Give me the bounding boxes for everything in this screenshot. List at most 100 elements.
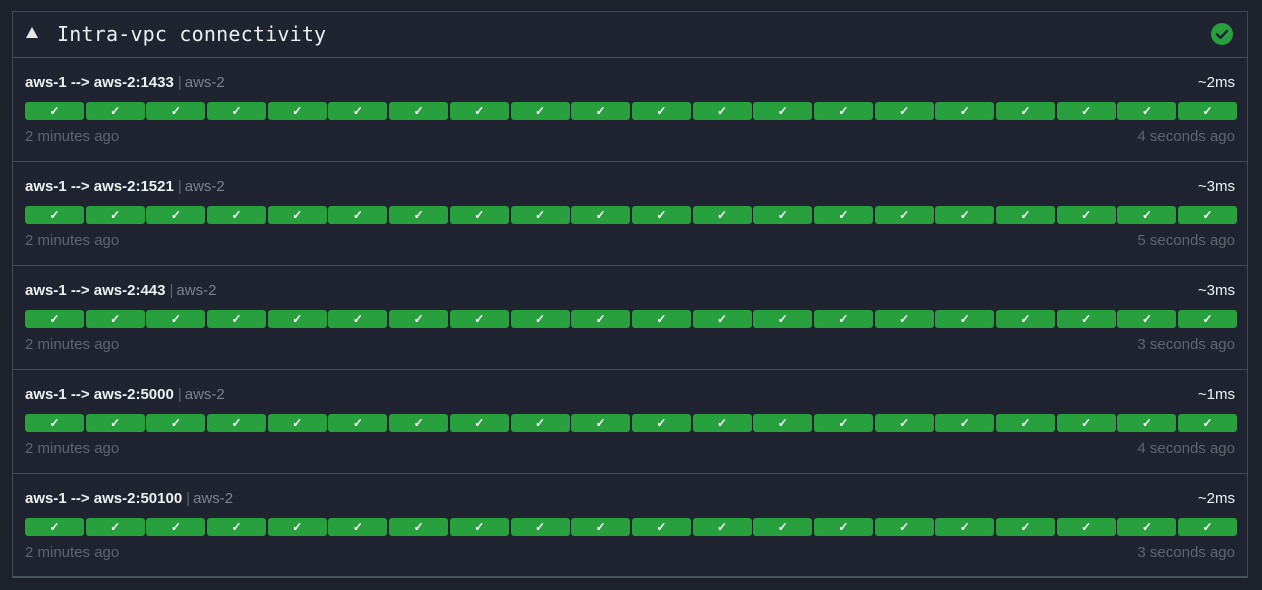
result-bar-success[interactable]: ✓ (1178, 102, 1238, 120)
result-bar-success[interactable]: ✓ (874, 206, 934, 224)
result-bar-success[interactable]: ✓ (510, 102, 570, 120)
result-bar-success[interactable]: ✓ (631, 206, 691, 224)
result-bar-success[interactable]: ✓ (449, 310, 509, 328)
result-bar-success[interactable]: ✓ (753, 102, 813, 120)
result-bar-success[interactable]: ✓ (449, 518, 509, 536)
result-bar-success[interactable]: ✓ (146, 310, 206, 328)
result-bar-success[interactable]: ✓ (571, 414, 631, 432)
result-bar-success[interactable]: ✓ (1178, 206, 1238, 224)
result-bar-success[interactable]: ✓ (753, 310, 813, 328)
result-bar-success[interactable]: ✓ (996, 310, 1056, 328)
result-bar-success[interactable]: ✓ (874, 518, 934, 536)
result-bar-success[interactable]: ✓ (146, 518, 206, 536)
result-bar-success[interactable]: ✓ (85, 310, 145, 328)
result-bar-success[interactable]: ✓ (389, 206, 449, 224)
result-bar-success[interactable]: ✓ (813, 414, 873, 432)
result-bar-success[interactable]: ✓ (1056, 310, 1116, 328)
result-bar-success[interactable]: ✓ (935, 206, 995, 224)
result-bar-success[interactable]: ✓ (1178, 414, 1238, 432)
endpoint-title[interactable]: aws-1 --> aws-2:5000 | aws-2 (25, 386, 225, 403)
result-bar-success[interactable]: ✓ (571, 310, 631, 328)
result-bar-success[interactable]: ✓ (146, 206, 206, 224)
result-bar-success[interactable]: ✓ (935, 414, 995, 432)
result-bar-success[interactable]: ✓ (996, 206, 1056, 224)
result-bar-success[interactable]: ✓ (25, 102, 85, 120)
result-bar-success[interactable]: ✓ (1056, 206, 1116, 224)
endpoint-row[interactable]: aws-1 --> aws-2:443 | aws-2 ~3ms ✓ ✓ ✓ ✓ ✓ ✓ ✓ ✓ ✓… (13, 266, 1247, 370)
result-bar-success[interactable]: ✓ (328, 518, 388, 536)
result-bar-success[interactable]: ✓ (631, 414, 691, 432)
result-bar-success[interactable]: ✓ (328, 102, 388, 120)
result-bar-success[interactable]: ✓ (146, 102, 206, 120)
result-bar-success[interactable]: ✓ (813, 518, 873, 536)
endpoint-row[interactable]: aws-1 --> aws-2:1521 | aws-2 ~3ms ✓ ✓ ✓ ✓ ✓ ✓ ✓ ✓… (13, 162, 1247, 266)
panel-header[interactable]: Intra-vpc connectivity (13, 12, 1247, 58)
result-bar-success[interactable]: ✓ (510, 206, 570, 224)
result-bar-success[interactable]: ✓ (85, 414, 145, 432)
result-bar-success[interactable]: ✓ (813, 310, 873, 328)
result-bar-success[interactable]: ✓ (1178, 518, 1238, 536)
result-bar-success[interactable]: ✓ (874, 102, 934, 120)
endpoint-title[interactable]: aws-1 --> aws-2:1433 | aws-2 (25, 74, 225, 91)
result-bar-success[interactable]: ✓ (85, 206, 145, 224)
result-bar-success[interactable]: ✓ (85, 518, 145, 536)
result-bar-success[interactable]: ✓ (1117, 102, 1177, 120)
result-bar-success[interactable]: ✓ (1056, 518, 1116, 536)
endpoint-title[interactable]: aws-1 --> aws-2:443 | aws-2 (25, 282, 216, 299)
result-bar-success[interactable]: ✓ (207, 310, 267, 328)
result-bar-success[interactable]: ✓ (874, 310, 934, 328)
result-bar-success[interactable]: ✓ (753, 414, 813, 432)
result-bar-success[interactable]: ✓ (389, 518, 449, 536)
result-bar-success[interactable]: ✓ (1117, 518, 1177, 536)
result-bar-success[interactable]: ✓ (267, 310, 327, 328)
endpoint-title[interactable]: aws-1 --> aws-2:1521 | aws-2 (25, 178, 225, 195)
result-bar-success[interactable]: ✓ (449, 102, 509, 120)
result-bar-success[interactable]: ✓ (207, 414, 267, 432)
result-bar-success[interactable]: ✓ (25, 518, 85, 536)
result-bar-success[interactable]: ✓ (571, 518, 631, 536)
result-bar-success[interactable]: ✓ (631, 102, 691, 120)
result-bar-success[interactable]: ✓ (996, 414, 1056, 432)
endpoint-row[interactable]: aws-1 --> aws-2:50100 | aws-2 ~2ms ✓ ✓ ✓ ✓ ✓ ✓ ✓… (13, 474, 1247, 578)
result-bar-success[interactable]: ✓ (25, 414, 85, 432)
endpoint-row[interactable]: aws-1 --> aws-2:5000 | aws-2 ~1ms ✓ ✓ ✓ ✓ ✓ ✓ ✓ ✓… (13, 370, 1247, 474)
result-bar-success[interactable]: ✓ (935, 518, 995, 536)
result-bar-success[interactable]: ✓ (328, 206, 388, 224)
result-bar-success[interactable]: ✓ (389, 414, 449, 432)
result-bar-success[interactable]: ✓ (146, 414, 206, 432)
result-bar-success[interactable]: ✓ (389, 102, 449, 120)
result-bar-success[interactable]: ✓ (510, 518, 570, 536)
result-bar-success[interactable]: ✓ (692, 414, 752, 432)
result-bar-success[interactable]: ✓ (631, 310, 691, 328)
result-bar-success[interactable]: ✓ (753, 518, 813, 536)
result-bar-success[interactable]: ✓ (25, 310, 85, 328)
endpoint-name[interactable]: aws-1 --> aws-2:50100 (25, 490, 183, 507)
result-bar-success[interactable]: ✓ (207, 206, 267, 224)
result-bar-success[interactable]: ✓ (510, 310, 570, 328)
result-bar-success[interactable]: ✓ (813, 206, 873, 224)
endpoint-title[interactable]: aws-1 --> aws-2:50100 | aws-2 (25, 490, 233, 507)
triangle-up-icon[interactable] (26, 27, 38, 38)
result-bar-success[interactable]: ✓ (85, 102, 145, 120)
result-bar-success[interactable]: ✓ (328, 414, 388, 432)
endpoint-name[interactable]: aws-1 --> aws-2:1521 (25, 178, 174, 195)
result-bar-success[interactable]: ✓ (692, 518, 752, 536)
result-bar-success[interactable]: ✓ (267, 206, 327, 224)
result-bar-success[interactable]: ✓ (935, 102, 995, 120)
result-bar-success[interactable]: ✓ (267, 518, 327, 536)
result-bar-success[interactable]: ✓ (631, 518, 691, 536)
result-bar-success[interactable]: ✓ (996, 518, 1056, 536)
result-bar-success[interactable]: ✓ (449, 206, 509, 224)
result-bar-success[interactable]: ✓ (692, 206, 752, 224)
result-bar-success[interactable]: ✓ (874, 414, 934, 432)
result-bar-success[interactable]: ✓ (389, 310, 449, 328)
result-bar-success[interactable]: ✓ (1117, 414, 1177, 432)
result-bar-success[interactable]: ✓ (692, 102, 752, 120)
result-bar-success[interactable]: ✓ (510, 414, 570, 432)
result-bar-success[interactable]: ✓ (328, 310, 388, 328)
result-bar-success[interactable]: ✓ (1117, 310, 1177, 328)
result-bar-success[interactable]: ✓ (1117, 206, 1177, 224)
result-bar-success[interactable]: ✓ (207, 518, 267, 536)
endpoint-name[interactable]: aws-1 --> aws-2:443 (25, 282, 166, 299)
endpoint-name[interactable]: aws-1 --> aws-2:5000 (25, 386, 174, 403)
